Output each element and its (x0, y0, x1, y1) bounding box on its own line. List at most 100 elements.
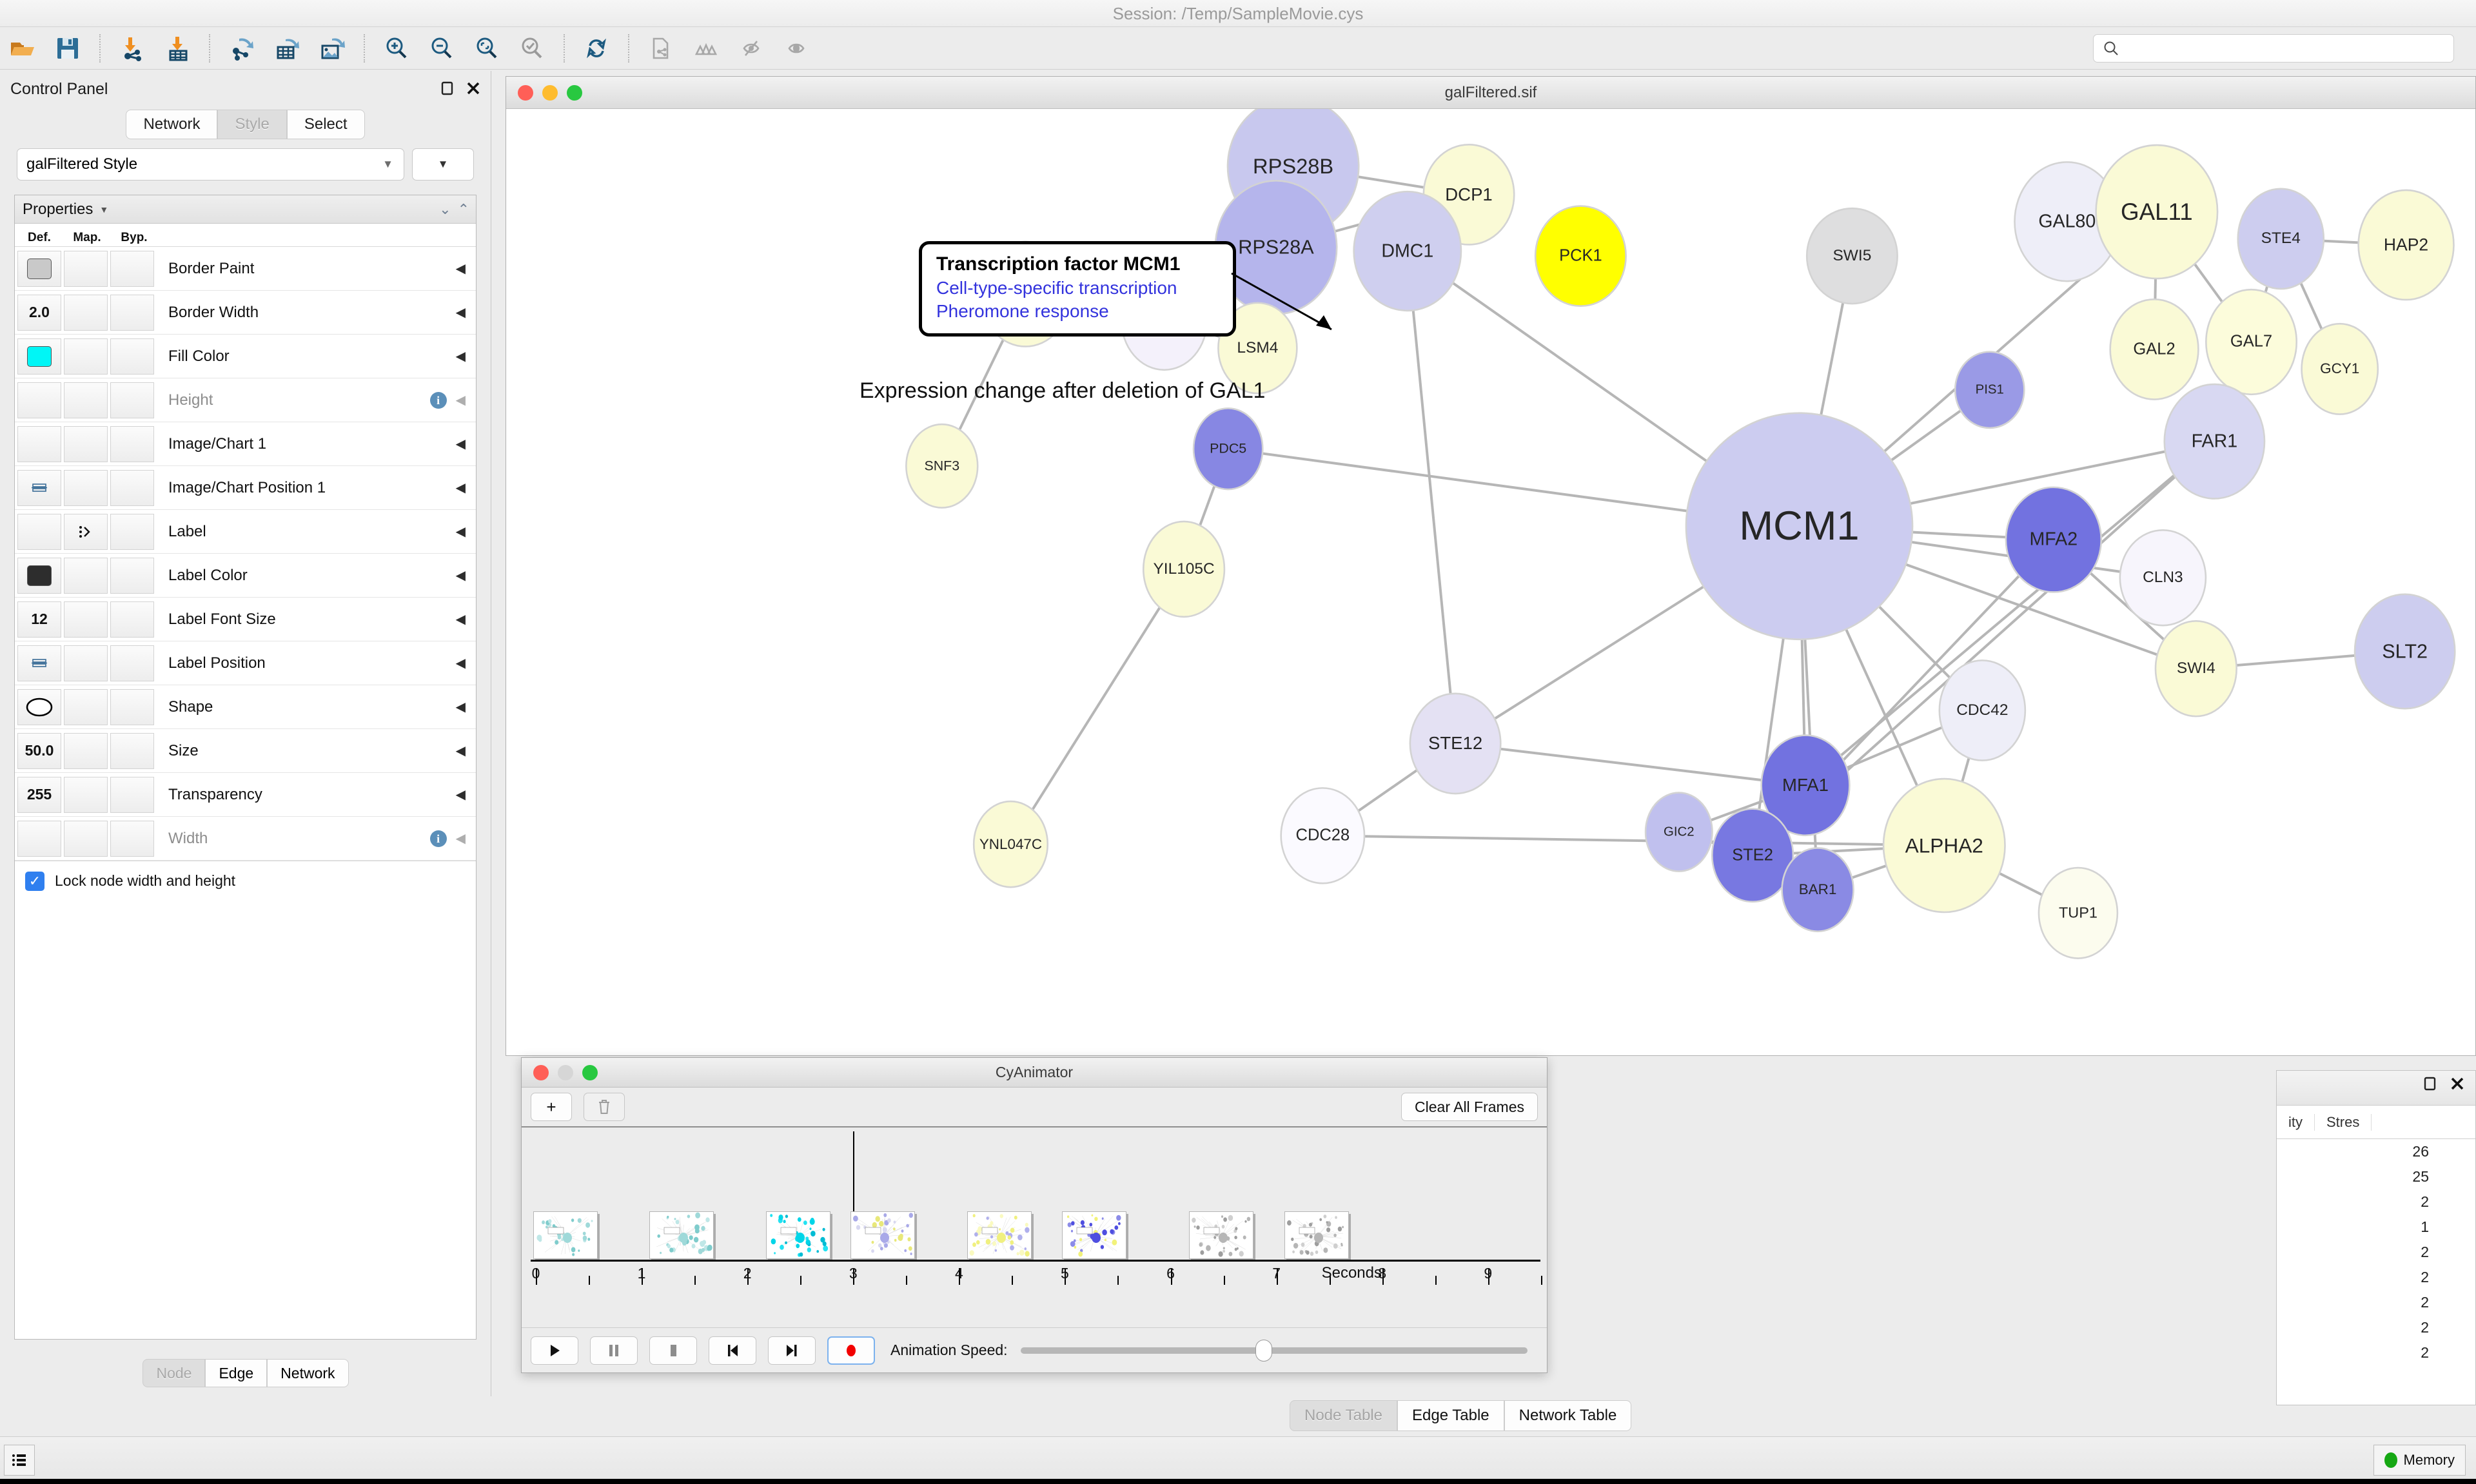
property-mapping-cell[interactable] (64, 250, 108, 287)
network-node[interactable] (1781, 847, 1854, 933)
network-node[interactable] (1280, 787, 1366, 884)
network-node[interactable] (2119, 529, 2207, 627)
frame-thumbnail[interactable] (1189, 1211, 1254, 1259)
animation-speed-slider[interactable] (1020, 1339, 1528, 1362)
hide-selected-button[interactable] (729, 29, 774, 68)
clear-all-frames-button[interactable]: Clear All Frames (1401, 1093, 1538, 1121)
network-node[interactable] (1805, 207, 1898, 305)
property-default-cell[interactable] (17, 425, 61, 462)
info-icon[interactable]: i (429, 830, 447, 847)
property-mapping-cell[interactable] (64, 557, 108, 594)
tab-style[interactable]: Style (217, 110, 287, 139)
network-node[interactable] (905, 423, 979, 509)
property-expand-arrow[interactable]: ◀ (455, 656, 466, 670)
refresh-layout-button[interactable] (574, 29, 619, 68)
property-default-cell[interactable] (17, 688, 61, 725)
table-cell[interactable]: 25 (2412, 1168, 2429, 1185)
property-default-cell[interactable] (17, 513, 61, 550)
save-session-button[interactable] (45, 29, 90, 68)
network-edge[interactable] (1322, 834, 1945, 847)
property-bypass-cell[interactable] (110, 250, 154, 287)
property-default-cell[interactable] (17, 820, 61, 857)
properties-menu-icon[interactable]: ▼ (99, 204, 109, 215)
table-cell[interactable]: 2 (2421, 1193, 2429, 1210)
network-node[interactable] (1938, 659, 2027, 761)
zoom-selected-button[interactable] (464, 29, 509, 68)
property-bypass-cell[interactable] (110, 732, 154, 769)
minimize-button[interactable] (558, 1064, 573, 1080)
network-node[interactable] (1192, 407, 1264, 491)
network-node[interactable] (1142, 520, 1226, 618)
close-icon[interactable] (2449, 1075, 2466, 1092)
play-button[interactable] (531, 1336, 578, 1365)
property-default-cell[interactable]: 255 (17, 776, 61, 813)
style-options-menu-button[interactable]: ▼ (412, 148, 474, 181)
network-node[interactable] (2163, 383, 2266, 500)
import-network-button[interactable] (110, 29, 155, 68)
property-default-cell[interactable]: 50.0 (17, 732, 61, 769)
memory-button[interactable]: Memory (2373, 1445, 2466, 1476)
property-mapping-cell[interactable] (64, 688, 108, 725)
property-bypass-cell[interactable] (110, 338, 154, 375)
property-bypass-cell[interactable] (110, 776, 154, 813)
property-bypass-cell[interactable] (110, 645, 154, 681)
zoom-button[interactable] (582, 1064, 598, 1080)
network-node[interactable] (1711, 808, 1794, 903)
property-default-cell[interactable] (17, 645, 61, 681)
network-node[interactable] (972, 800, 1049, 888)
property-bypass-cell[interactable] (110, 382, 154, 418)
table-cell[interactable]: 26 (2412, 1143, 2429, 1160)
network-node[interactable] (2095, 144, 2219, 280)
tab-network[interactable]: Network (126, 110, 218, 139)
import-table-button[interactable] (155, 29, 200, 68)
property-bypass-cell[interactable] (110, 425, 154, 462)
property-expand-arrow[interactable]: ◀ (455, 481, 466, 495)
property-mapping-cell[interactable] (64, 338, 108, 375)
cyanimator-timeline[interactable]: 0 1 2 3 4 5 6 7 8 9 Seconds (522, 1128, 1547, 1285)
search-box[interactable] (2093, 34, 2454, 63)
bottom-tab-network[interactable]: Network (267, 1359, 349, 1387)
network-edge[interactable] (1009, 568, 1185, 845)
network-node[interactable] (2301, 322, 2379, 415)
property-expand-arrow[interactable]: ◀ (455, 393, 466, 407)
delete-frame-button[interactable] (584, 1093, 625, 1121)
property-expand-arrow[interactable]: ◀ (455, 569, 466, 583)
frame-thumbnail[interactable] (533, 1211, 598, 1259)
property-bypass-cell[interactable] (110, 513, 154, 550)
property-mapping-cell[interactable] (64, 513, 108, 550)
property-mapping-cell[interactable] (64, 425, 108, 462)
network-node[interactable] (2154, 620, 2237, 718)
property-default-cell[interactable] (17, 469, 61, 506)
new-network-from-selection-button[interactable] (638, 29, 683, 68)
property-expand-arrow[interactable]: ◀ (455, 700, 466, 714)
open-session-button[interactable] (0, 29, 45, 68)
property-default-cell[interactable] (17, 338, 61, 375)
property-row[interactable]: Image/Chart 1 ◀ (15, 422, 476, 466)
property-row[interactable]: 50.0 Size ◀ (15, 729, 476, 773)
frame-thumbnail[interactable] (1284, 1211, 1349, 1259)
property-default-cell[interactable] (17, 382, 61, 418)
table-cell[interactable]: 2 (2421, 1319, 2429, 1336)
task-list-button[interactable] (4, 1445, 35, 1476)
lock-node-checkbox[interactable]: ✓ (25, 871, 44, 891)
maximize-icon[interactable] (2422, 1075, 2439, 1092)
network-node[interactable] (2237, 188, 2325, 290)
frame-thumbnail[interactable] (850, 1211, 916, 1259)
network-node[interactable] (2109, 298, 2199, 400)
pause-button[interactable] (590, 1336, 638, 1365)
network-node[interactable] (1217, 302, 1298, 395)
fit-network-button[interactable] (509, 29, 555, 68)
property-default-cell[interactable] (17, 557, 61, 594)
property-expand-arrow[interactable]: ◀ (455, 306, 466, 320)
close-button[interactable] (533, 1064, 549, 1080)
table-column-stress[interactable]: Stres (2315, 1113, 2372, 1131)
zoom-in-button[interactable] (374, 29, 419, 68)
property-expand-arrow[interactable]: ◀ (455, 437, 466, 451)
property-mapping-cell[interactable] (64, 820, 108, 857)
network-node[interactable] (1353, 190, 1462, 312)
property-row[interactable]: Width i ◀ (15, 817, 476, 861)
property-expand-arrow[interactable]: ◀ (455, 525, 466, 539)
table-cell[interactable]: 2 (2421, 1244, 2429, 1260)
close-icon[interactable] (465, 80, 482, 97)
zoom-button[interactable] (567, 84, 582, 101)
